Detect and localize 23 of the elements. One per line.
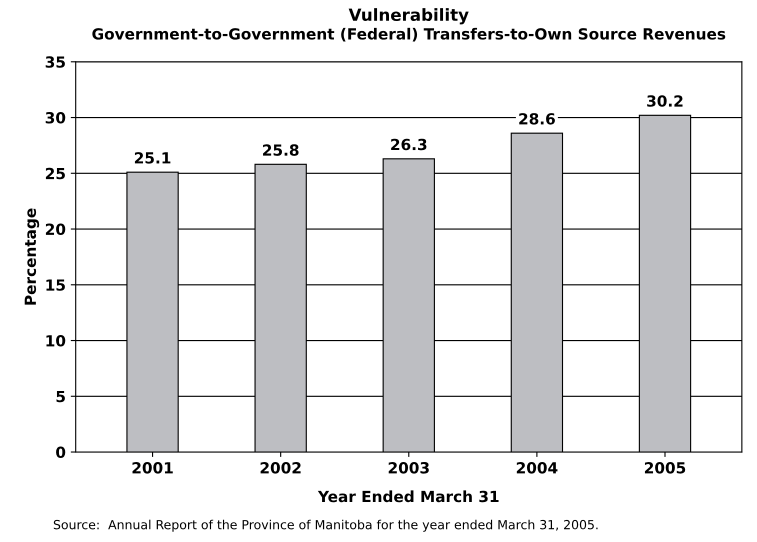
chart-subtitle: Government-to-Government (Federal) Transfers-to-Own Source Revenues xyxy=(92,28,726,42)
y-tick-label: 15 xyxy=(46,279,65,291)
x-tick-label: 2005 xyxy=(644,462,686,474)
data-label: 25.1 xyxy=(134,152,170,164)
x-tick-label: 2002 xyxy=(260,462,301,474)
y-tick-label: 35 xyxy=(46,56,65,68)
chart-title: Vulnerability xyxy=(348,8,469,24)
source-note: Source: Annual Report of the Province of Manitoba for the year ended March 31, 2005. xyxy=(54,520,598,532)
data-label: 30.2 xyxy=(647,95,683,107)
x-tick-label: 2003 xyxy=(388,462,429,474)
data-label: 28.6 xyxy=(519,113,555,125)
data-label: 25.8 xyxy=(263,144,299,156)
y-axis-title: Percentage xyxy=(24,208,40,305)
x-tick-label: 2004 xyxy=(516,462,558,474)
y-tick-label: 25 xyxy=(46,168,65,180)
y-tick-label: 5 xyxy=(56,390,65,402)
data-label: 26.3 xyxy=(391,138,426,150)
y-tick-label: 0 xyxy=(56,446,66,458)
x-axis-title: Year Ended March 31 xyxy=(318,490,499,502)
x-tick-label: 2001 xyxy=(132,462,173,474)
y-tick-label: 20 xyxy=(46,224,66,236)
y-tick-label: 30 xyxy=(46,112,66,124)
y-tick-label: 10 xyxy=(46,334,66,347)
